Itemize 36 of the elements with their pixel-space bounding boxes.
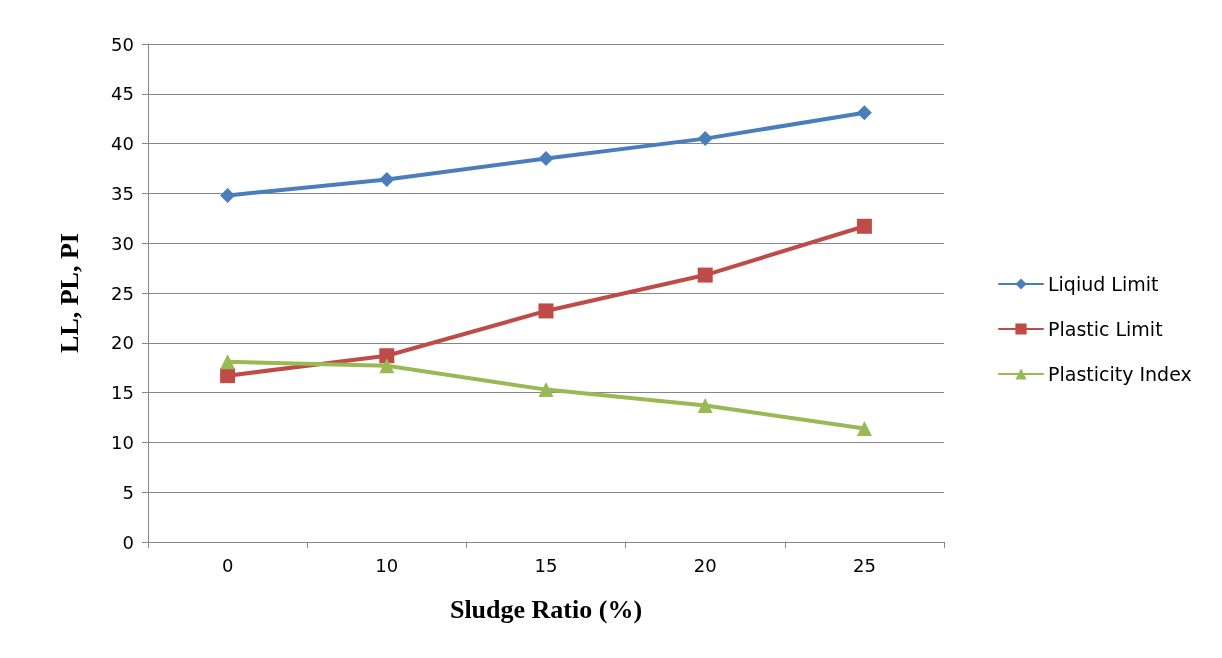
point bbox=[538, 303, 554, 319]
point bbox=[697, 267, 713, 283]
y-tick-label: 15 bbox=[111, 382, 134, 404]
legend-label: Liqiud Limit bbox=[1048, 273, 1159, 295]
x-tick-label: 10 bbox=[375, 554, 399, 576]
legend-label: Plasticity Index bbox=[1048, 363, 1192, 385]
point bbox=[220, 368, 236, 384]
point bbox=[856, 420, 872, 436]
x-tick-label: 15 bbox=[534, 554, 558, 576]
point bbox=[856, 218, 872, 234]
y-tick-label: 10 bbox=[111, 431, 134, 453]
x-tick-label: 0 bbox=[221, 554, 234, 576]
y-tick-label: 40 bbox=[111, 133, 134, 155]
x-tick-label: 25 bbox=[852, 554, 876, 576]
y-tick-label: 25 bbox=[111, 282, 134, 304]
y-axis-title: LL, PL, PI bbox=[54, 233, 84, 353]
point bbox=[856, 105, 872, 121]
y-tick-label: 30 bbox=[111, 232, 134, 254]
y-tick-label: 50 bbox=[111, 33, 134, 55]
point bbox=[697, 131, 713, 147]
point bbox=[220, 187, 236, 203]
y-tick-label: 20 bbox=[111, 332, 134, 354]
x-tick-label: 20 bbox=[693, 554, 717, 576]
y-tick-label: 45 bbox=[111, 83, 134, 105]
point bbox=[379, 348, 395, 364]
point bbox=[697, 398, 713, 414]
point bbox=[379, 171, 395, 187]
point bbox=[379, 358, 395, 374]
point bbox=[220, 354, 236, 370]
y-tick-label: 0 bbox=[122, 531, 134, 553]
legend-label: Plastic Limit bbox=[1048, 318, 1163, 340]
y-tick-label: 5 bbox=[122, 481, 134, 503]
point bbox=[538, 151, 554, 167]
y-tick-label: 35 bbox=[111, 182, 134, 204]
x-axis-title: Sludge Ratio (%) bbox=[449, 594, 643, 624]
point bbox=[538, 382, 554, 398]
